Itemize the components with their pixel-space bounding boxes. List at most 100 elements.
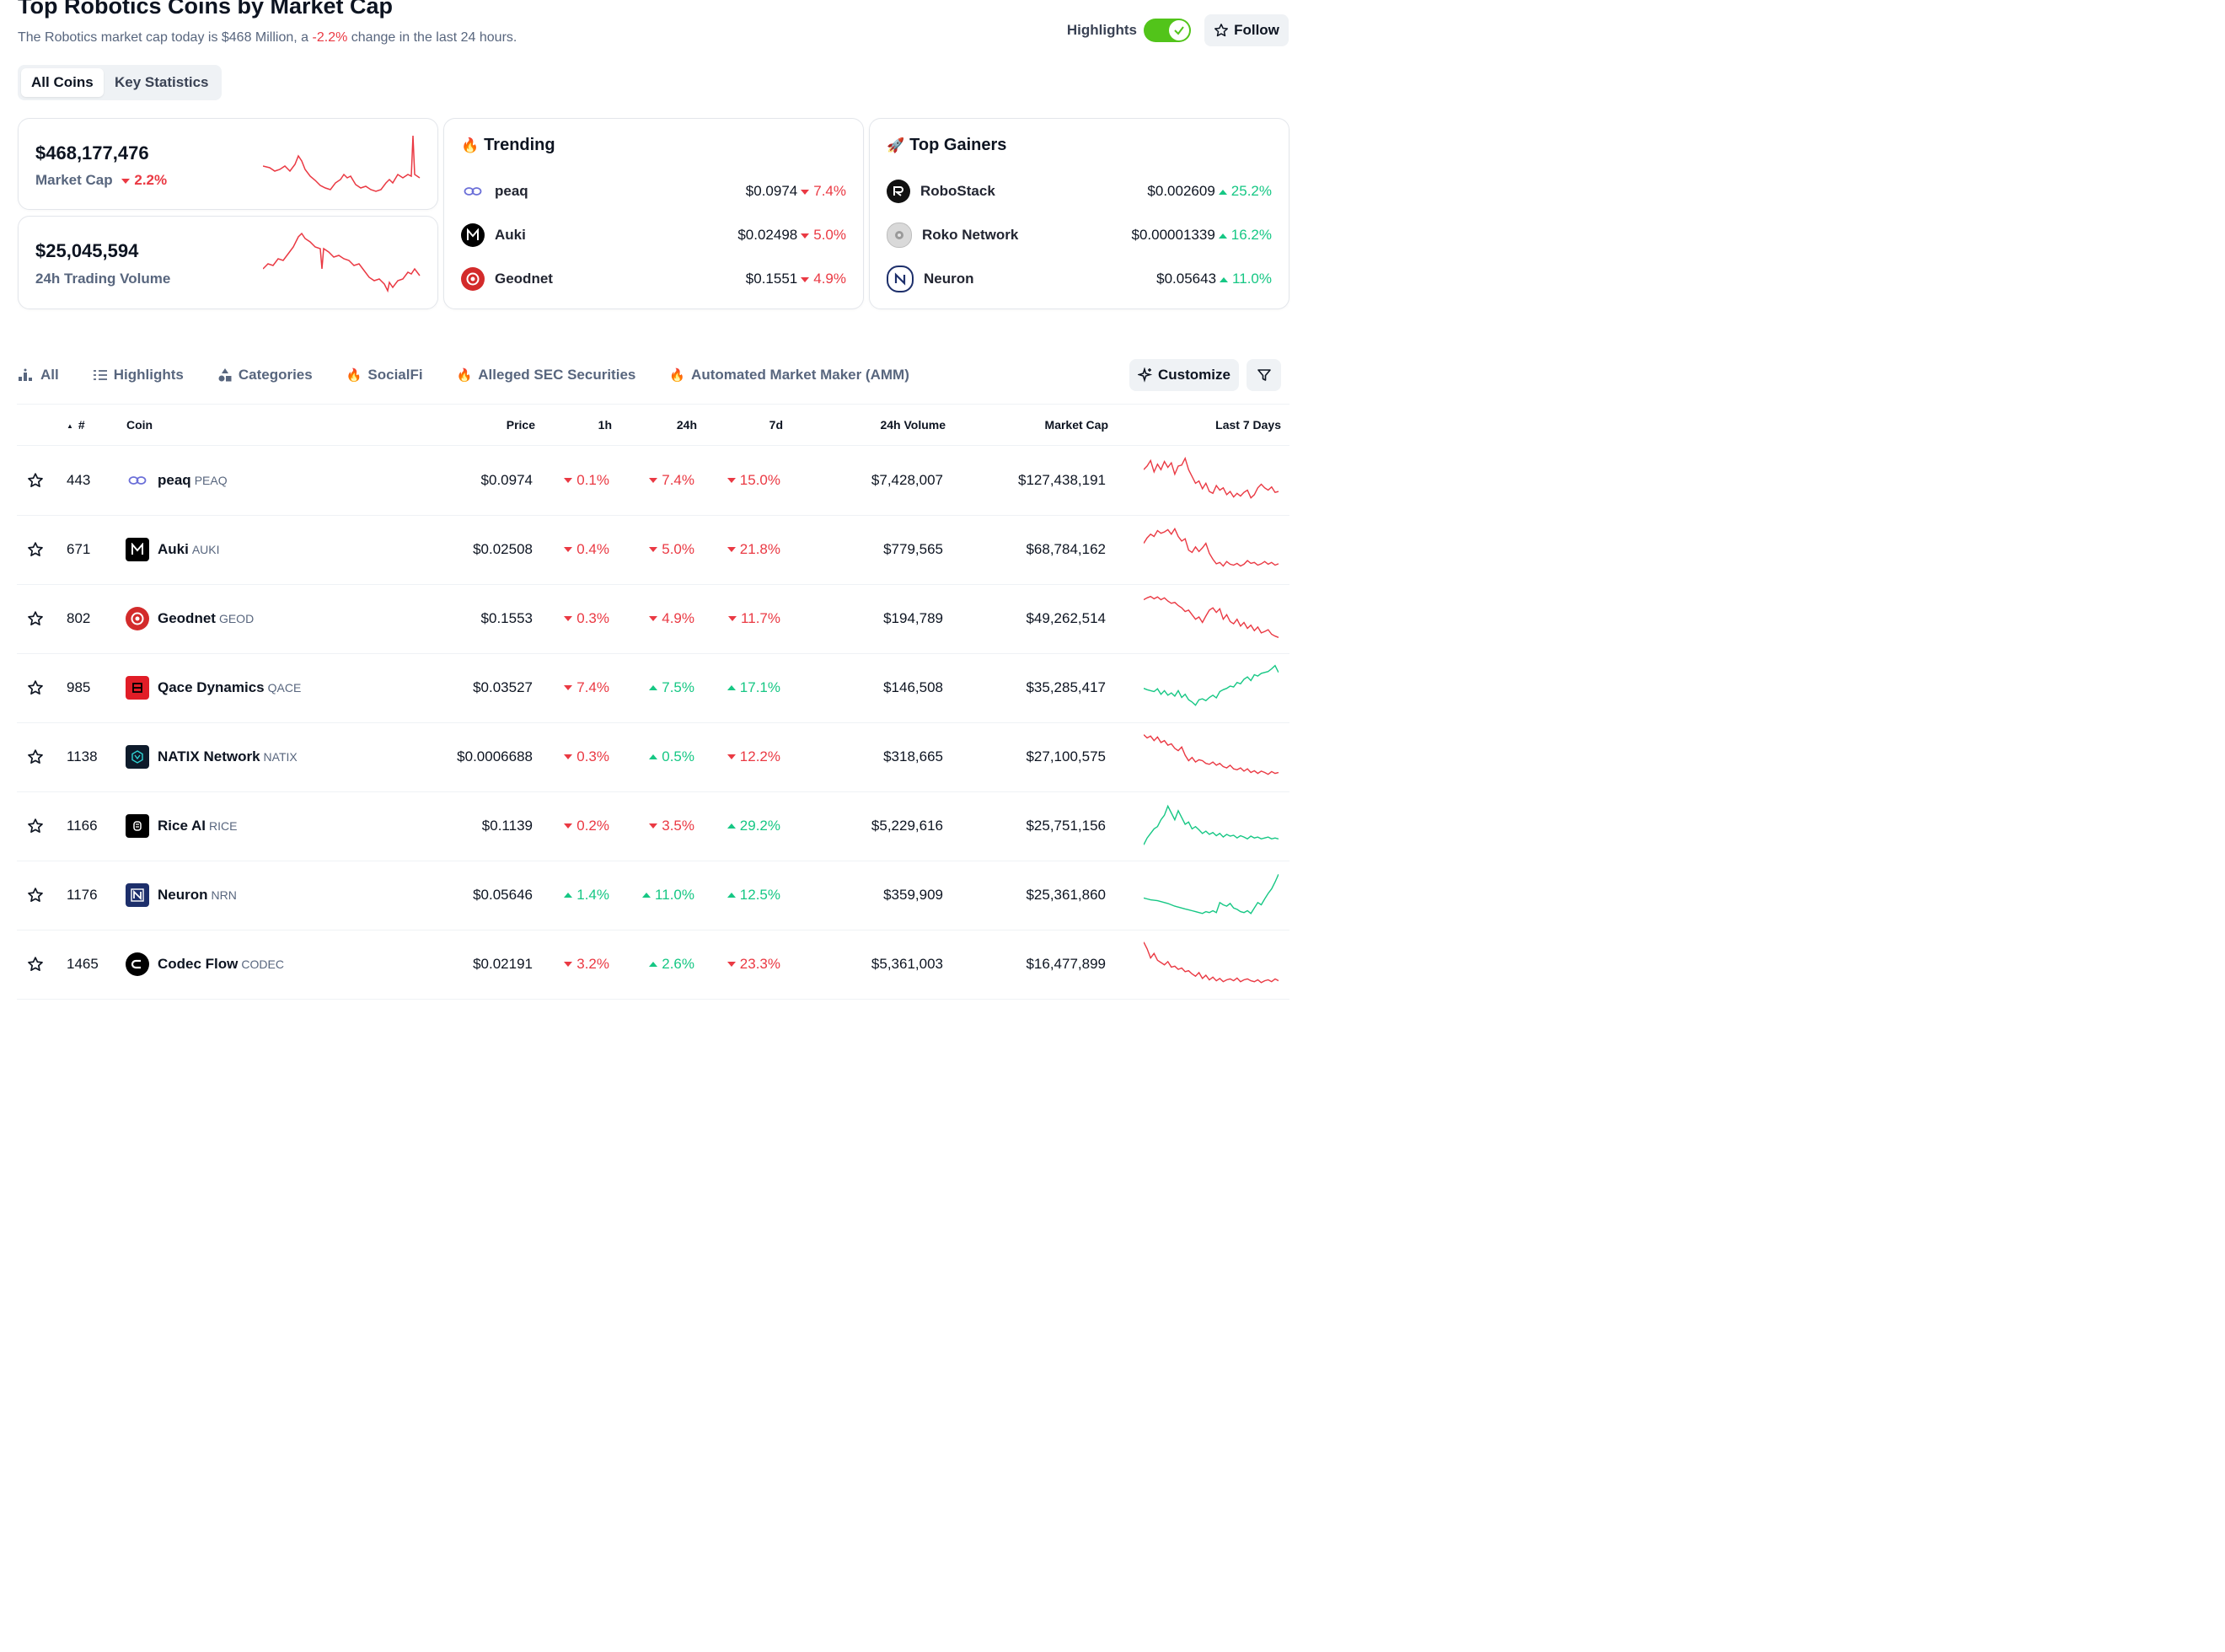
- coin-cell[interactable]: Codec Flow CODEC: [126, 930, 284, 999]
- table-row[interactable]: 802 Geodnet GEOD $0.1553 0.3% 4.9% 11.7% $194,7…: [17, 584, 1289, 654]
- coin-cell[interactable]: Rice AI RICE: [126, 791, 237, 861]
- fire-icon: 🔥: [669, 368, 686, 383]
- view-tabs: All Coins Key Statistics: [18, 65, 222, 100]
- price-cell: $0.1139: [481, 818, 533, 834]
- rank-cell: 802: [67, 610, 91, 626]
- price-cell: $0.02191: [473, 956, 533, 972]
- filter-tab-amm[interactable]: 🔥 Automated Market Maker (AMM): [669, 367, 909, 383]
- watchlist-star-button[interactable]: [27, 653, 44, 722]
- volume-cell: $5,361,003: [871, 956, 943, 972]
- filter-tab-categories[interactable]: Categories: [217, 367, 313, 384]
- watchlist-star-button[interactable]: [27, 791, 44, 861]
- coin-name: Qace Dynamics: [158, 679, 265, 695]
- table-row[interactable]: 1176 Neuron NRN $0.05646 1.4% 11.0% 12.5% $359,…: [17, 861, 1289, 931]
- column-header-market-cap[interactable]: Market Cap: [1044, 418, 1108, 432]
- trending-item[interactable]: Geodnet $0.1551 4.9%: [461, 264, 846, 294]
- column-header-1h[interactable]: 1h: [598, 418, 612, 432]
- watchlist-star-button[interactable]: [27, 930, 44, 999]
- coin-symbol: AUKI: [191, 543, 220, 556]
- table-row[interactable]: 443 peaq PEAQ $0.0974 0.1% 7.4% 15.0% $7,428,00…: [17, 446, 1289, 516]
- watchlist-star-button[interactable]: [27, 446, 44, 515]
- star-icon: [28, 818, 43, 833]
- filter-icon: [1257, 369, 1271, 381]
- column-header-7d[interactable]: 7d: [769, 418, 783, 432]
- star-icon: [28, 957, 43, 971]
- coin-name: Geodnet: [158, 610, 216, 626]
- coin-name: NATIX Network: [158, 748, 260, 764]
- coin-symbol: NRN: [211, 888, 237, 902]
- table-row[interactable]: 671 Auki AUKI $0.02508 0.4% 5.0% 21.8% $779,565…: [17, 515, 1289, 585]
- coin-cell[interactable]: Geodnet GEOD: [126, 584, 254, 653]
- trending-item[interactable]: Auki $0.02498 5.0%: [461, 220, 846, 250]
- neuron-logo-icon: [126, 883, 149, 907]
- top-gainers-card: 🚀 Top Gainers RoboStack $0.002609 25.2% …: [869, 118, 1289, 309]
- coin-symbol: CODEC: [241, 957, 284, 971]
- coin-name: Neuron: [158, 887, 208, 903]
- star-icon: [28, 888, 43, 902]
- change-1h-cell: 0.3%: [564, 722, 609, 791]
- column-header-24h-volume[interactable]: 24h Volume: [880, 418, 946, 432]
- change-24h-cell: 11.0%: [642, 861, 694, 930]
- coin-symbol: RICE: [209, 819, 238, 833]
- customize-button[interactable]: Customize: [1129, 359, 1239, 391]
- change-1h-cell: 0.4%: [564, 515, 609, 584]
- table-row[interactable]: 1465 Codec Flow CODEC $0.02191 3.2% 2.6% 23.3%…: [17, 930, 1289, 1000]
- market-cap-cell: $16,477,899: [1026, 956, 1106, 972]
- column-header-24h[interactable]: 24h: [676, 418, 697, 432]
- change-24h-cell: 4.9%: [649, 584, 694, 653]
- watchlist-star-button[interactable]: [27, 722, 44, 791]
- market-cap-cell: $27,100,575: [1026, 748, 1106, 764]
- rank-cell: 1138: [67, 748, 98, 764]
- fire-icon: 🔥: [461, 137, 480, 153]
- price-cell: $0.0006688: [457, 748, 533, 764]
- coin-name: Codec Flow: [158, 956, 239, 972]
- watchlist-star-button[interactable]: [27, 861, 44, 930]
- market-cap-value: $468,177,476: [35, 142, 149, 164]
- neuron-logo-icon: [887, 266, 914, 292]
- gainer-item[interactable]: Roko Network $0.00001339 16.2%: [887, 220, 1272, 250]
- tab-key-statistics[interactable]: Key Statistics: [115, 74, 209, 90]
- check-icon: [1169, 20, 1189, 40]
- coin-cell[interactable]: Neuron NRN: [126, 861, 237, 930]
- table-row[interactable]: 1166 Rice AI RICE $0.1139 0.2% 3.5% 29.2% $5,22…: [17, 791, 1289, 861]
- column-header-price[interactable]: Price: [506, 418, 535, 432]
- filter-tab-alleged-sec-securities[interactable]: 🔥 Alleged SEC Securities: [456, 367, 636, 383]
- column-header-coin[interactable]: Coin: [126, 418, 153, 432]
- coin-name: Auki: [158, 541, 189, 557]
- watchlist-star-button[interactable]: [27, 515, 44, 584]
- volume-cell: $779,565: [883, 541, 943, 557]
- price-cell: $0.05646: [473, 887, 533, 903]
- gainer-item[interactable]: RoboStack $0.002609 25.2%: [887, 176, 1272, 206]
- filter-tab-all[interactable]: All: [18, 367, 59, 384]
- filter-tab-socialfi[interactable]: 🔥 SocialFi: [346, 367, 423, 383]
- coin-cell[interactable]: Qace Dynamics QACE: [126, 653, 301, 722]
- natix-logo-icon: [126, 745, 149, 769]
- market-cap-cell: $25,361,860: [1026, 887, 1106, 903]
- change-7d-cell: 15.0%: [727, 446, 780, 515]
- page-title: Top Robotics Coins by Market Cap: [18, 0, 394, 19]
- column-header-rank[interactable]: ▲ #: [67, 418, 85, 432]
- tab-all-coins[interactable]: All Coins: [21, 68, 104, 97]
- rice-ai-logo-icon: [126, 814, 149, 838]
- table-row[interactable]: 1138 NATIX Network NATIX $0.0006688 0.3% 0.5%…: [17, 722, 1289, 792]
- gainer-item[interactable]: Neuron $0.05643 11.0%: [887, 264, 1272, 294]
- filter-tab-highlights[interactable]: Highlights: [93, 367, 184, 384]
- change-24h-cell: 7.5%: [649, 653, 694, 722]
- market-cap-change-badge: 2.2%: [121, 172, 167, 188]
- star-icon: [1214, 24, 1229, 37]
- coin-symbol: QACE: [267, 681, 302, 695]
- market-cap-label: Market Cap 2.2%: [35, 172, 168, 188]
- change-7d-cell: 12.5%: [727, 861, 780, 930]
- watchlist-star-button[interactable]: [27, 584, 44, 653]
- rank-cell: 443: [67, 472, 91, 488]
- follow-button[interactable]: Follow: [1204, 14, 1289, 46]
- filter-button[interactable]: [1247, 359, 1281, 391]
- coin-cell[interactable]: NATIX Network NATIX: [126, 722, 298, 791]
- coin-cell[interactable]: Auki AUKI: [126, 515, 220, 584]
- sparkline-7d: [1144, 446, 1279, 515]
- trending-item[interactable]: peaq $0.0974 7.4%: [461, 176, 846, 206]
- star-icon: [28, 473, 43, 487]
- coin-cell[interactable]: peaq PEAQ: [126, 446, 228, 515]
- table-row[interactable]: 985 Qace Dynamics QACE $0.03527 7.4% 7.5% 17.1…: [17, 653, 1289, 723]
- highlights-toggle[interactable]: [1144, 19, 1191, 42]
